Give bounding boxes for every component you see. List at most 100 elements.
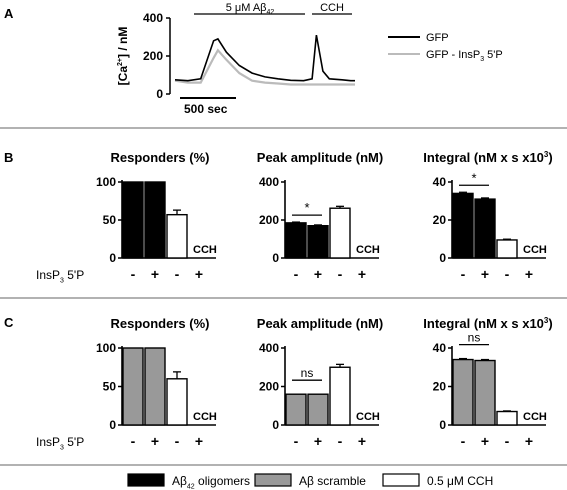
legend-swatch	[382, 473, 420, 487]
row-label-insp3: InsP3 5'P	[36, 435, 84, 451]
x-tick-label: +	[525, 266, 533, 282]
x-tick-label: +	[525, 433, 533, 449]
y-tick-label: 100	[96, 341, 116, 355]
chart-title: Responders (%)	[111, 150, 210, 165]
cch-label: CCH	[356, 244, 380, 256]
legend-swatch	[127, 473, 165, 487]
x-tick-label: +	[314, 433, 322, 449]
y-tick-label: 40	[433, 175, 447, 189]
cch-label: CCH	[193, 411, 217, 423]
x-tick-label: -	[131, 433, 136, 449]
y-tick-label: 0	[109, 251, 116, 265]
legend-swatch	[254, 473, 292, 487]
x-tick-label: -	[294, 433, 299, 449]
legend-label: 0.5 μM CCH	[427, 474, 493, 488]
bar	[285, 393, 307, 426]
y-tick-label: 0	[439, 251, 446, 265]
bar	[329, 366, 351, 426]
x-tick-label: +	[151, 266, 159, 282]
y-tick-label: 40	[433, 341, 447, 355]
y-tick-label: 400	[259, 341, 279, 355]
bar	[329, 207, 351, 259]
legend-label: Aβ42 oligomers	[172, 474, 250, 490]
a-scale-bar-label: 500 sec	[184, 102, 228, 116]
y-tick-label: 0	[439, 418, 446, 432]
a-legend-label: GFP	[426, 32, 449, 44]
bar	[122, 181, 144, 259]
x-tick-label: +	[481, 433, 489, 449]
x-tick-label: -	[461, 266, 466, 282]
y-tick-label: 50	[103, 380, 117, 394]
a-stim-label-cch: CCH	[320, 2, 344, 14]
a-y-tick-label: 200	[143, 49, 163, 63]
bar	[496, 410, 518, 426]
chart-title: Peak amplitude (nM)	[257, 150, 383, 165]
a-stim-label-abeta: 5 μM Aβ42	[226, 2, 275, 16]
x-tick-label: +	[314, 266, 322, 282]
bottom-legend: Aβ42 oligomers Aβ scramble 0.5 μM CCH	[127, 473, 493, 490]
x-tick-label: +	[195, 433, 203, 449]
bar	[496, 239, 518, 259]
bar	[307, 393, 329, 426]
bar	[122, 347, 144, 426]
panel-letter-a: A	[4, 6, 14, 21]
bar	[166, 378, 188, 426]
x-tick-label: -	[131, 266, 136, 282]
cch-label: CCH	[356, 411, 380, 423]
bar	[144, 347, 166, 426]
row-label-insp3: InsP3 5'P	[36, 268, 84, 284]
bar	[307, 224, 329, 259]
x-tick-label: -	[505, 433, 510, 449]
cch-label: CCH	[523, 244, 547, 256]
bar	[474, 198, 496, 259]
bar	[452, 358, 474, 426]
legend-label: Aβ scramble	[299, 474, 366, 488]
x-tick-label: +	[195, 266, 203, 282]
chart-title: Integral (nM x s x103)	[423, 316, 552, 331]
bar	[452, 192, 474, 259]
x-tick-label: -	[175, 433, 180, 449]
y-tick-label: 200	[259, 380, 279, 394]
y-tick-label: 100	[96, 175, 116, 189]
panel-a: 0 200 400 [Ca2+] / nM 5 μM Aβ42 CCH 500 sec GFP…	[116, 2, 503, 116]
bar	[144, 181, 166, 259]
y-tick-label: 0	[272, 251, 279, 265]
x-tick-label: -	[461, 433, 466, 449]
significance-label: *	[304, 200, 309, 215]
bar	[166, 213, 188, 259]
chart-title: Responders (%)	[111, 316, 210, 331]
cch-label: CCH	[523, 411, 547, 423]
a-trace-line	[174, 48, 355, 86]
x-tick-label: -	[294, 266, 299, 282]
y-tick-label: 50	[103, 213, 117, 227]
a-y-axis-label: [Ca2+] / nM	[116, 27, 130, 86]
a-y-tick-label: 400	[143, 11, 163, 25]
x-tick-label: +	[481, 266, 489, 282]
significance-label: ns	[301, 366, 314, 380]
x-tick-label: -	[505, 266, 510, 282]
x-tick-label: +	[358, 266, 366, 282]
significance-label: *	[471, 170, 476, 185]
panel-letter-c: C	[4, 315, 14, 330]
x-tick-label: +	[151, 433, 159, 449]
a-legend-label: GFP - InsP3 5'P	[426, 49, 503, 63]
a-y-tick-label: 0	[156, 87, 163, 101]
y-tick-label: 20	[433, 213, 447, 227]
x-tick-label: -	[338, 266, 343, 282]
a-trace-line	[174, 34, 355, 82]
chart-title: Peak amplitude (nM)	[257, 316, 383, 331]
x-tick-label: +	[358, 433, 366, 449]
panel-letter-b: B	[4, 150, 13, 165]
cch-label: CCH	[193, 244, 217, 256]
y-tick-label: 0	[272, 418, 279, 432]
